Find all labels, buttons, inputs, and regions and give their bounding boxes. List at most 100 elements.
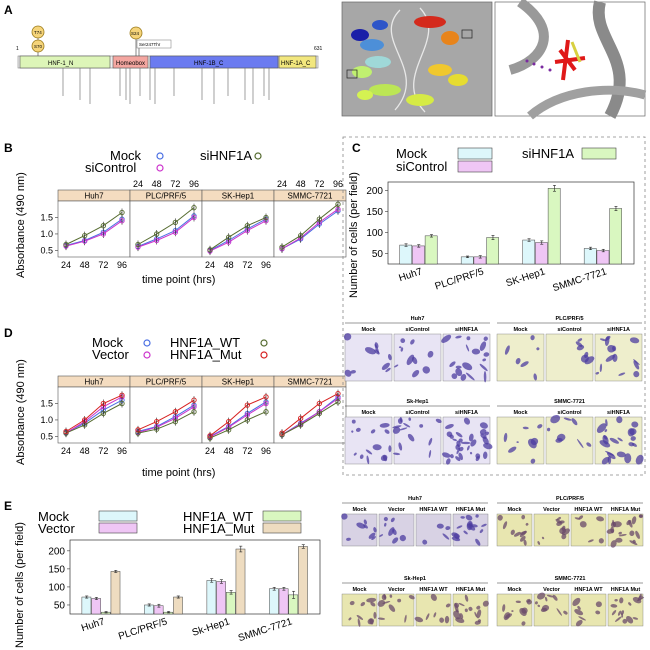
series-line	[281, 208, 339, 250]
data-point	[244, 417, 250, 423]
bar	[216, 581, 226, 615]
series-line	[137, 404, 195, 432]
facet-panels-d: Huh7 PLC/PRF/5 SK-Hep1 SMMC-7721	[57, 375, 347, 444]
micrograph-image	[496, 333, 545, 382]
legend-label-hnf1a-wt: HNF1A_WT	[170, 335, 240, 350]
mutation-circle	[31, 25, 45, 39]
legend-label-mock-c: Mock	[396, 146, 428, 161]
series-line	[209, 396, 267, 437]
data-point	[100, 400, 106, 407]
x-tick-label: 24	[205, 260, 215, 270]
series-line	[281, 203, 339, 248]
domain-homeobox	[112, 55, 149, 69]
x-tick-label: 48	[224, 446, 234, 456]
domain-hnf1a-c	[278, 55, 317, 69]
x-tick-label: 72	[98, 446, 108, 456]
bar	[399, 244, 413, 265]
micrograph-image	[341, 513, 378, 547]
micrograph-image	[545, 416, 594, 465]
y-tick-label: 150	[48, 564, 65, 575]
micrograph-column-label: siHNF1A	[455, 327, 478, 333]
data-point	[119, 392, 125, 398]
category-label: PLC/PRF/5	[117, 616, 169, 642]
micrograph-column-label: HNF1A WT	[574, 587, 603, 593]
data-point	[316, 216, 322, 222]
data-point	[263, 214, 269, 221]
series-line	[137, 399, 195, 431]
y-tick-label: 1.0	[40, 229, 53, 239]
facet-panels-b: Huh7 PLC/PRF/5 SK-Hep1 SMMC-7721	[57, 189, 347, 258]
x-tick-label: 24	[205, 446, 215, 456]
x-tick-label: 48	[80, 260, 90, 270]
series-line	[209, 403, 267, 438]
category-label: PLC/PRF/5	[434, 266, 486, 292]
series-line	[281, 401, 339, 436]
x-tick-label: 24	[61, 260, 71, 270]
data-point	[263, 400, 269, 407]
data-point	[226, 418, 232, 425]
micrograph-column-label: HNF1A Mut	[456, 587, 486, 593]
data-point	[191, 214, 197, 221]
bars-c: 50 100 150 200 Huh7 PLC/PRF/5 SK-Hep1 SMMC-7721	[366, 181, 635, 294]
data-point	[244, 402, 250, 408]
facet-title: SK-Hep1	[222, 192, 255, 201]
x-tick-label: 24	[277, 179, 287, 189]
legend-label-sihnf1a-c: siHNF1A	[522, 146, 574, 161]
bar	[522, 239, 536, 265]
series-line	[65, 394, 123, 432]
legend-label-sihnf1a: siHNF1A	[200, 148, 252, 163]
series-line	[137, 215, 195, 247]
y-tick-label: 200	[366, 186, 383, 197]
bar	[535, 242, 548, 265]
bar	[473, 256, 487, 265]
domain-hnf1-n-label: HNF-1_N	[48, 61, 73, 67]
bar	[609, 208, 622, 265]
data-point	[335, 399, 341, 405]
data-point	[154, 426, 160, 432]
legend-c: Mock siControl siHNF1A	[396, 146, 617, 174]
legend-label-mock-d: Mock	[92, 335, 124, 350]
series-line	[281, 393, 339, 434]
micrograph-column-label: Mock	[361, 327, 376, 333]
data-point	[207, 433, 213, 439]
micrograph-column-label: siControl	[405, 327, 430, 333]
micrograph-column-label: siHNF1A	[455, 410, 478, 416]
category-label: SMMC-7721	[551, 266, 608, 294]
series-line	[209, 401, 267, 437]
bar-chart-e: Mock Vector HNF1A_WT HNF1A_Mut Number of…	[14, 509, 321, 648]
data-point	[191, 409, 197, 415]
bar	[173, 596, 183, 615]
facet-title: PLC/PRF/5	[146, 378, 187, 387]
micrograph-group-title: Huh7	[408, 496, 422, 502]
micrograph-column-label: Vector	[388, 587, 406, 593]
x-tick-label: 96	[261, 446, 271, 456]
legend-label-sicontrol-c: siControl	[396, 159, 447, 174]
legend-e: Mock Vector HNF1A_WT HNF1A_Mut	[38, 509, 302, 536]
data-point	[263, 394, 269, 400]
series-line	[137, 406, 195, 433]
y-tick-label: 50	[372, 249, 384, 260]
bar	[412, 245, 425, 265]
data-point	[279, 244, 285, 250]
x-tick-label: 72	[314, 179, 324, 189]
domain-homeobox-label: Homeobox	[116, 61, 145, 67]
y-tick-label: 200	[48, 546, 65, 557]
growth-chart-d: Mock Vector HNF1A_WT HNF1A_Mut Absorbanc…	[15, 335, 347, 479]
bar	[596, 250, 610, 265]
series-line	[137, 207, 195, 245]
data-point	[335, 201, 341, 207]
mutation-circle	[129, 26, 143, 40]
micrograph-group-title: SMMC-7721	[555, 576, 586, 582]
micrograph-image	[496, 513, 533, 547]
data-point	[335, 390, 341, 397]
bar	[226, 592, 236, 615]
facet-title: Huh7	[84, 192, 104, 201]
data-point	[119, 218, 125, 224]
series-line	[209, 411, 267, 439]
micrograph-column-label: Vector	[543, 507, 561, 513]
data-point	[82, 232, 88, 239]
category-label: SMMC-7721	[237, 616, 294, 644]
x-tick-label: 24	[61, 446, 71, 456]
legend-label-mock: Mock	[110, 148, 142, 163]
